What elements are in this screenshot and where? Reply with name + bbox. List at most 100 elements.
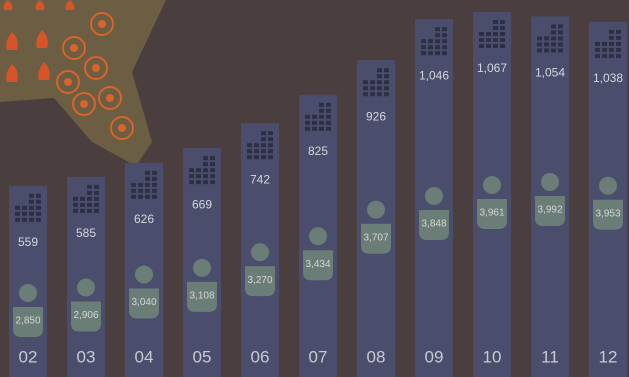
building-window	[370, 80, 375, 85]
category-label: 06	[251, 347, 270, 366]
building-window	[305, 120, 310, 125]
building-window	[319, 102, 324, 107]
radiation-icons	[56, 12, 134, 140]
building-window	[384, 92, 389, 97]
person-label: 3,961	[479, 208, 504, 219]
building-window	[537, 42, 542, 47]
building-window	[319, 120, 324, 125]
person-body	[593, 199, 623, 230]
category-label: 10	[483, 347, 502, 366]
person-head	[135, 265, 153, 284]
building-window	[493, 32, 498, 36]
building-window	[145, 188, 150, 193]
building-window	[305, 114, 310, 119]
building-window	[558, 30, 563, 35]
building-window	[189, 168, 194, 173]
building-window	[247, 143, 252, 148]
building-window	[595, 41, 600, 46]
building-window	[326, 126, 331, 131]
person-label: 2,906	[73, 310, 98, 321]
building-window	[595, 53, 600, 58]
person-marker	[71, 278, 101, 332]
person-marker	[593, 176, 623, 230]
building-window	[87, 184, 92, 189]
person-head	[309, 227, 327, 246]
building-window	[29, 217, 34, 222]
building-window	[80, 208, 85, 213]
building-window	[537, 36, 542, 41]
building-window	[312, 126, 317, 131]
building-window	[609, 35, 614, 40]
building-window	[595, 47, 600, 52]
building-icon	[15, 193, 41, 222]
building-window	[551, 48, 556, 53]
building-window	[36, 211, 41, 216]
person-body	[129, 288, 159, 319]
building-window	[94, 202, 99, 207]
building-window	[131, 182, 136, 187]
building-window	[203, 174, 208, 179]
fire-icons	[3, 0, 75, 82]
building-window	[435, 33, 440, 38]
building-window	[268, 131, 273, 136]
building-window	[442, 27, 447, 32]
building-icon	[537, 24, 563, 53]
building-window	[558, 24, 563, 29]
building-icon	[73, 184, 99, 213]
person-label: 3,434	[305, 259, 330, 270]
building-window	[616, 29, 621, 34]
building-window	[544, 48, 549, 53]
building-window	[421, 51, 426, 56]
building-window	[479, 44, 484, 48]
building-window	[203, 162, 208, 167]
building-window	[138, 194, 143, 199]
building-window	[326, 108, 331, 113]
building-window	[145, 176, 150, 181]
person-head	[77, 278, 95, 297]
building-window	[435, 39, 440, 44]
building-window	[384, 86, 389, 91]
building-window	[319, 108, 324, 113]
bar	[9, 185, 47, 377]
bar	[589, 21, 627, 377]
person-body	[303, 250, 333, 281]
building-window	[500, 20, 505, 24]
building-window	[442, 39, 447, 44]
building-window	[421, 45, 426, 50]
building-window	[152, 194, 157, 199]
building-window	[94, 208, 99, 213]
building-window	[551, 36, 556, 41]
building-window	[29, 211, 34, 216]
building-window	[261, 137, 266, 142]
building-window	[203, 180, 208, 185]
person-body	[535, 196, 565, 226]
person-label: 3,992	[537, 205, 562, 216]
building-window	[616, 41, 621, 46]
building-window	[500, 26, 505, 30]
person-label: 3,707	[363, 232, 388, 243]
building-window	[551, 30, 556, 35]
building-window	[73, 196, 78, 201]
person-marker	[187, 258, 217, 312]
building-window	[486, 32, 491, 36]
building-window	[602, 41, 607, 46]
person-marker	[419, 186, 449, 240]
building-window	[268, 149, 273, 154]
building-icon	[421, 27, 447, 56]
building-window	[210, 162, 215, 167]
building-label: 1,038	[593, 71, 623, 85]
person-marker	[303, 227, 333, 281]
person-marker	[361, 200, 391, 254]
radiation-cores	[64, 20, 126, 132]
building-window	[493, 20, 498, 24]
decoration	[0, 0, 166, 166]
building-window	[312, 120, 317, 125]
building-window	[544, 42, 549, 47]
person-label: 3,040	[131, 297, 156, 308]
building-window	[29, 193, 34, 198]
building-window	[254, 149, 259, 154]
building-window	[319, 126, 324, 131]
building-label: 626	[134, 212, 154, 226]
